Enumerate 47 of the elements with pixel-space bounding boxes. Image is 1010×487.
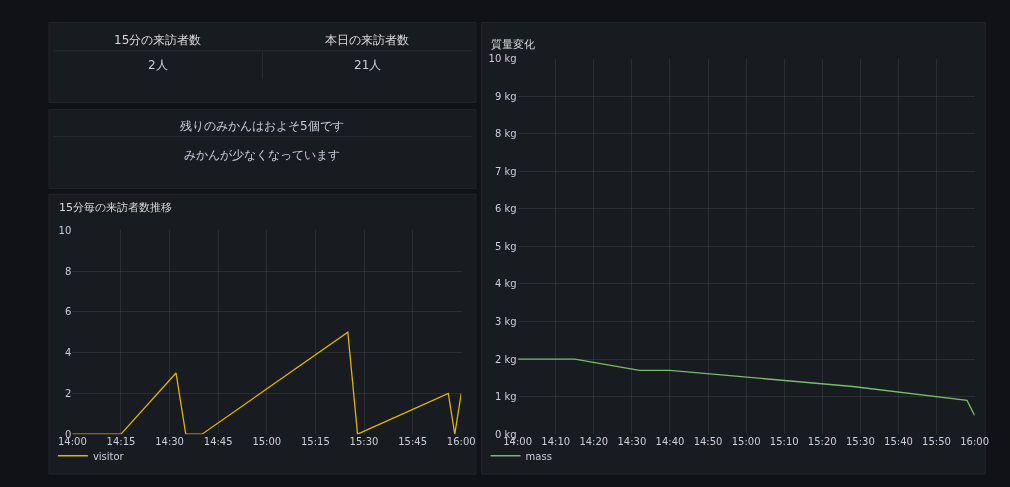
- text: 21人: [354, 58, 382, 72]
- x-tick-label: 15:15: [300, 436, 330, 448]
- legend-label: mass: [525, 450, 552, 462]
- x-tick-label: 15:20: [807, 436, 837, 448]
- y-tick-label: 8 kg: [494, 128, 517, 140]
- x-tick-label: 15:00: [731, 436, 761, 448]
- x-tick-label: 14:30: [617, 436, 647, 448]
- x-tick-label: 14:00: [57, 436, 87, 448]
- x-tick-label: 15:10: [769, 436, 799, 448]
- x-tick-label: 15:50: [922, 436, 951, 448]
- y-tick-label: 2 kg: [494, 353, 517, 365]
- x-tick-label: 14:45: [203, 436, 233, 448]
- x-tick-label: 15:30: [845, 436, 875, 448]
- y-tick-label: 7 kg: [494, 165, 517, 177]
- y-tick-label: 8: [64, 265, 72, 277]
- y-tick-label: 10: [58, 224, 72, 236]
- line-series: [517, 358, 975, 417]
- x-tick-label: 15:40: [884, 436, 913, 448]
- text: みかんが少なくなっています: [184, 148, 340, 162]
- y-tick-label: 2: [64, 387, 72, 399]
- text: 15分の来訪者数: [114, 33, 202, 47]
- x-tick-label: 16:00: [960, 436, 990, 448]
- y-tick-label: 4 kg: [494, 278, 517, 290]
- x-tick-label: 14:30: [155, 436, 184, 448]
- x-tick-label: 15:00: [252, 436, 282, 448]
- chart-title: 質量変化: [491, 38, 535, 51]
- y-tick-label: 5 kg: [494, 240, 517, 252]
- x-tick-label: 14:50: [693, 436, 723, 448]
- y-tick-label: 9 kg: [494, 90, 517, 102]
- chart-title: 15分毎の来訪者数推移: [59, 201, 172, 214]
- x-tick-label: 16:00: [446, 436, 476, 448]
- legend-label: visitor: [92, 450, 125, 462]
- y-tick-label: 6: [64, 306, 72, 318]
- y-tick-label: 10 kg: [488, 53, 517, 65]
- x-tick-label: 14:15: [106, 436, 136, 448]
- y-tick-label: 4: [64, 347, 72, 359]
- y-tick-label: 6 kg: [494, 203, 517, 215]
- x-tick-label: 14:40: [655, 436, 685, 448]
- x-tick-label: 14:20: [579, 436, 609, 448]
- x-tick-label: 15:30: [349, 436, 379, 448]
- text: 本日の来訪者数: [325, 33, 409, 47]
- text: 残りのみかんはおよそ5個です: [180, 119, 344, 133]
- x-tick-label: 15:45: [398, 436, 428, 448]
- y-tick-label: 1 kg: [494, 391, 517, 403]
- text: 2人: [148, 58, 168, 72]
- y-tick-label: 3 kg: [494, 316, 517, 328]
- x-tick-label: 14:10: [541, 436, 571, 448]
